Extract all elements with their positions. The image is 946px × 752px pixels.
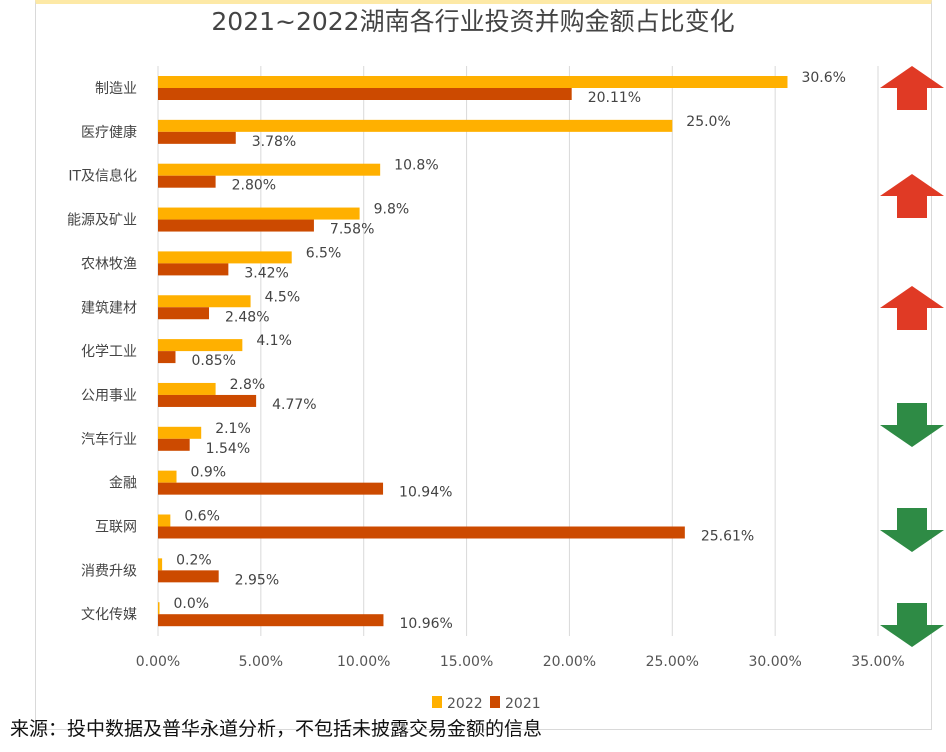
category-label: 化学工业 xyxy=(81,344,137,360)
category-label: 公用事业 xyxy=(81,388,137,404)
data-label-2021: 2.95% xyxy=(235,572,279,588)
x-tick-label: 20.00% xyxy=(543,654,596,670)
data-label-2021: 4.77% xyxy=(272,397,316,413)
x-tick-label: 30.00% xyxy=(748,654,801,670)
x-tick-label: 15.00% xyxy=(440,654,493,670)
data-label-2022: 4.1% xyxy=(256,333,292,349)
category-label: 建筑建材 xyxy=(81,300,137,316)
data-label-2022: 9.8% xyxy=(374,202,410,218)
data-label-2022: 4.5% xyxy=(265,289,301,305)
category-label: 互联网 xyxy=(95,520,137,536)
arrow-down-icon xyxy=(880,403,944,447)
data-label-2022: 30.6% xyxy=(801,70,845,86)
data-label-2021: 2.48% xyxy=(225,309,269,325)
data-label-2022: 6.5% xyxy=(306,245,342,261)
data-label-2022: 2.1% xyxy=(215,421,251,437)
bar-2021 xyxy=(158,175,216,188)
data-label-2021: 25.61% xyxy=(701,529,754,545)
bar-2021 xyxy=(158,438,190,451)
data-label-2022: 2.8% xyxy=(230,377,266,393)
category-label: 消费升级 xyxy=(81,563,137,579)
bar-2021 xyxy=(158,614,384,627)
bar-2021 xyxy=(158,263,229,276)
data-label-2021: 3.78% xyxy=(252,134,296,150)
legend-swatch xyxy=(490,696,500,708)
bar-2021 xyxy=(158,351,176,364)
bar-2021 xyxy=(158,131,236,144)
bar-2022 xyxy=(158,426,202,439)
bar-2022 xyxy=(158,470,177,483)
bar-2022 xyxy=(158,207,360,220)
data-label-2022: 0.9% xyxy=(191,465,227,481)
category-label: 制造业 xyxy=(95,81,137,97)
data-label-2021: 2.80% xyxy=(232,178,276,194)
bar-2022 xyxy=(158,514,171,527)
bar-2021 xyxy=(158,88,572,100)
category-label: IT及信息化 xyxy=(68,168,137,185)
x-tick-label: 0.00% xyxy=(136,654,180,670)
data-label-2022: 0.6% xyxy=(184,509,220,525)
x-tick-label: 10.00% xyxy=(337,654,390,670)
bar-2022 xyxy=(158,119,673,132)
x-tick-label: 35.00% xyxy=(851,654,904,670)
bar-2021 xyxy=(158,570,219,583)
data-label-2022: 10.8% xyxy=(394,158,438,174)
bar-2021 xyxy=(158,219,314,232)
legend-swatch xyxy=(432,696,442,708)
data-label-2021: 1.54% xyxy=(206,441,250,457)
arrow-up-icon xyxy=(880,66,944,110)
category-label: 文化传媒 xyxy=(81,607,137,623)
category-label: 农林牧渔 xyxy=(81,256,137,272)
data-label-2022: 25.0% xyxy=(686,114,730,130)
legend-label: 2021 xyxy=(505,696,541,712)
category-label: 金融 xyxy=(109,476,137,492)
data-label-2021: 7.58% xyxy=(330,222,374,238)
bar-2022 xyxy=(158,251,292,264)
chart-title: 2021~2022湖南各行业投资并购金额占比变化 xyxy=(211,7,735,36)
bar-2021 xyxy=(158,526,685,539)
bar-2021 xyxy=(158,307,210,320)
x-tick-label: 5.00% xyxy=(239,654,283,670)
bar-2022 xyxy=(158,295,251,308)
data-label-2022: 0.0% xyxy=(174,596,210,612)
data-label-2021: 3.42% xyxy=(244,265,288,281)
bar-2021 xyxy=(158,482,384,495)
arrow-up-icon xyxy=(880,286,944,330)
bar-2022 xyxy=(158,163,381,176)
bar-2022 xyxy=(158,558,163,571)
data-label-2021: 10.94% xyxy=(399,485,452,501)
chart-frame xyxy=(35,0,932,730)
x-tick-label: 25.00% xyxy=(646,654,699,670)
source-note: 来源：投中数据及普华永道分析，不包括未披露交易金额的信息 xyxy=(10,718,543,740)
data-label-2022: 0.2% xyxy=(176,552,212,568)
legend-label: 2022 xyxy=(447,696,483,712)
arrow-up-icon xyxy=(880,174,944,218)
data-label-2021: 20.11% xyxy=(588,90,641,106)
bar-2021 xyxy=(158,394,257,407)
category-label: 能源及矿业 xyxy=(67,213,137,229)
bar-2022 xyxy=(158,382,216,395)
bar-2022 xyxy=(158,339,243,352)
bar-2022 xyxy=(158,602,160,615)
data-label-2021: 10.96% xyxy=(399,616,452,632)
bar-2022 xyxy=(158,76,788,88)
arrow-down-icon xyxy=(880,603,944,647)
category-label: 医疗健康 xyxy=(81,124,137,141)
arrow-down-icon xyxy=(880,508,944,552)
category-label: 汽车行业 xyxy=(81,431,137,448)
data-label-2021: 0.85% xyxy=(191,353,235,369)
